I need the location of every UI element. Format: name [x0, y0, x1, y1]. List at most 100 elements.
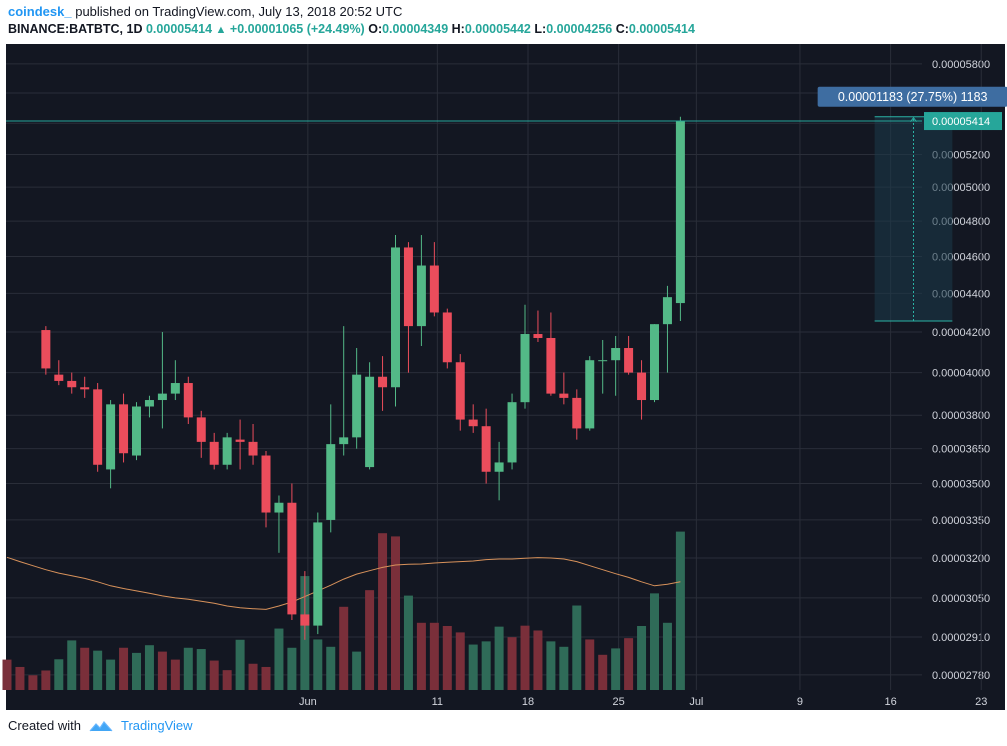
candle-body — [481, 426, 491, 472]
last-value: 0.00005414 — [145, 22, 213, 36]
chart-publish-line: coindesk_ published on TradingView.com, … — [8, 4, 402, 19]
candle-body — [403, 247, 413, 327]
price-tick-label: 0.00003500 — [932, 479, 990, 491]
candle-body — [300, 614, 310, 626]
candle-body — [559, 393, 569, 398]
candle-body — [468, 419, 478, 427]
candle-body — [54, 374, 64, 381]
symbol-line: BINANCE:BATBTC, 1D 0.00005414 ▲ +0.00001… — [8, 22, 695, 36]
candle-body — [494, 462, 504, 472]
volume-bar — [585, 639, 595, 690]
candle-body — [675, 121, 685, 304]
volume-bar — [598, 654, 608, 690]
up-arrow-icon: ▲ — [215, 24, 227, 36]
volume-bar — [365, 590, 375, 690]
candle-body — [80, 387, 90, 390]
high-value: 0.00005442 — [464, 22, 531, 36]
volume-bar — [429, 622, 439, 690]
time-tick-label: 9 — [797, 696, 803, 708]
volume-bar — [624, 638, 634, 690]
price-tick-label: 0.00003350 — [932, 515, 990, 527]
volume-bar — [28, 675, 38, 690]
candle-body — [209, 441, 219, 465]
volume-bar — [170, 659, 180, 690]
candle-body — [196, 417, 206, 442]
candle-body — [624, 348, 634, 373]
volume-bar — [662, 622, 672, 690]
volume-bar — [183, 647, 193, 690]
footer: Created with TradingView — [8, 718, 193, 733]
volume-bar — [650, 593, 659, 690]
candle-body — [585, 360, 595, 429]
volume-bar — [106, 659, 116, 690]
volume-bar — [546, 641, 556, 690]
price-tick-label: 0.00005800 — [932, 59, 990, 71]
change-value: +0.00001065 (+24.49%) — [229, 22, 365, 36]
measure-label-text: 0.00001183 (27.75%) 1183 — [838, 90, 988, 104]
candle-body — [274, 502, 284, 513]
symbol-name: BINANCE:BATBTC, 1D — [8, 22, 143, 36]
volume-bar — [144, 645, 154, 690]
candle-body — [533, 334, 543, 338]
candle-body — [41, 330, 51, 369]
volume-bar — [559, 646, 569, 690]
volume-bar — [287, 647, 297, 690]
created-with-text: Created with — [8, 718, 81, 733]
candle-body — [132, 406, 141, 456]
candle-body — [261, 455, 271, 513]
high-label: H: — [451, 22, 465, 36]
time-tick-label: Jun — [299, 696, 317, 708]
candle-body — [662, 297, 672, 325]
volume-bar — [507, 637, 517, 690]
volume-bar — [611, 648, 621, 690]
candle-body — [326, 444, 336, 520]
volume-bar — [222, 670, 232, 690]
candle-body — [119, 404, 129, 454]
volume-bar — [80, 647, 90, 690]
candle-body — [235, 439, 245, 442]
volume-bar — [274, 628, 284, 690]
candle-body — [637, 372, 647, 401]
candlestick-chart[interactable]: 0.000058000.000056000.000054000.00005200… — [0, 42, 1007, 712]
volume-bar — [2, 659, 12, 690]
time-tick-label: 25 — [613, 696, 625, 708]
volume-bar — [468, 644, 478, 690]
price-tick-label: 0.00003200 — [932, 553, 990, 565]
volume-bar — [326, 646, 336, 690]
volume-bar — [520, 625, 530, 690]
chart-area[interactable]: 0.000058000.000056000.000054000.00005200… — [0, 42, 1007, 712]
published-text: published on TradingView.com, July 13, 2… — [75, 4, 403, 19]
candle-body — [455, 362, 465, 420]
volume-bar — [416, 622, 426, 690]
volume-moving-average — [6, 556, 681, 610]
volume-bar — [481, 641, 491, 690]
candle-body — [572, 397, 582, 429]
time-axis-background — [6, 690, 1005, 710]
volume-bar — [196, 649, 206, 690]
candle-body — [144, 400, 154, 407]
candle-body — [546, 337, 556, 394]
author-name[interactable]: coindesk_ — [8, 4, 72, 19]
time-tick-label: 11 — [432, 696, 443, 708]
price-tick-label: 0.00004000 — [932, 368, 990, 380]
price-tick-label: 0.00003800 — [932, 410, 990, 422]
volume-bar — [675, 531, 685, 690]
candle-body — [598, 360, 608, 362]
measure-label-box — [817, 86, 1007, 107]
candle-body — [416, 265, 426, 327]
candle-body — [157, 393, 167, 401]
tradingview-brand[interactable]: TradingView — [120, 718, 193, 733]
price-tick-label: 0.00003650 — [932, 444, 990, 456]
candle-body — [611, 348, 621, 361]
volume-bar — [235, 639, 245, 690]
candle-body — [93, 389, 103, 465]
candle-body — [339, 437, 349, 445]
volume-bar — [93, 650, 103, 690]
volume-bar — [455, 632, 465, 690]
volume-bar — [572, 605, 582, 690]
last-price-label: 0.00005414 — [932, 116, 990, 128]
candle-body — [442, 312, 452, 363]
price-tick-label: 0.00002910 — [932, 632, 990, 644]
time-tick-label: 23 — [975, 696, 987, 708]
tradingview-logo-icon[interactable] — [89, 719, 113, 733]
